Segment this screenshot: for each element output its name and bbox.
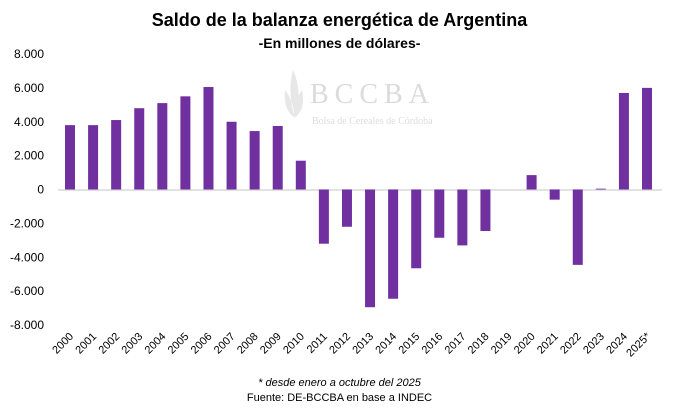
bar-2009 [272, 125, 283, 190]
x-tick-label: 2011 [305, 331, 330, 356]
x-tick-label: 2007 [212, 331, 238, 357]
bar-2001 [88, 125, 99, 190]
bar-2016 [434, 189, 445, 238]
x-tick-label: 2013 [350, 331, 376, 357]
x-tick-label: 2017 [443, 331, 469, 357]
x-tick-label: 2006 [189, 331, 215, 357]
x-tick-label: 2001 [73, 331, 99, 357]
bar-2007 [226, 121, 237, 190]
y-tick-label: -4.000 [10, 250, 44, 264]
x-tick-label: 2004 [143, 331, 169, 357]
x-tick-label: 2009 [258, 331, 284, 357]
chart-subtitle: -En millones de dólares- [258, 35, 421, 51]
bar-2002 [111, 120, 122, 190]
bar-2015 [411, 189, 422, 269]
x-tick-label: 2020 [512, 331, 538, 357]
y-tick-label: 6.000 [14, 81, 44, 95]
bar-2003 [134, 108, 145, 190]
bar-2006 [203, 87, 214, 190]
bar-2024 [618, 92, 629, 190]
x-tick-label: 2025* [624, 330, 653, 359]
x-tick-label: 2002 [96, 331, 122, 357]
x-tick-label: 2019 [489, 331, 515, 357]
x-tick-label: 2018 [466, 331, 492, 357]
chart-note: * desde enero a octubre del 2025 [258, 377, 421, 389]
y-tick-label: -2.000 [10, 216, 44, 230]
bar-2012 [341, 189, 352, 227]
x-tick-label: 2023 [581, 331, 607, 357]
bar-2004 [157, 103, 168, 190]
bar-2010 [295, 160, 306, 190]
chart-title: Saldo de la balanza energética de Argent… [151, 10, 528, 30]
x-tick-label: 2010 [281, 331, 307, 357]
x-tick-label: 2008 [235, 331, 261, 357]
bar-2011 [318, 189, 329, 244]
x-tick-label: 2012 [327, 331, 353, 357]
x-tick-label: 2015 [397, 331, 423, 357]
watermark-logo: BCCBA Bolsa de Cereales de Córdoba [284, 70, 435, 127]
y-tick-label: 2.000 [14, 149, 44, 163]
bar-2025* [642, 87, 652, 190]
y-tick-label: 8.000 [14, 47, 44, 61]
x-tick-label: 2014 [373, 331, 399, 357]
x-tick-label: 2005 [166, 331, 192, 357]
bar-2017 [457, 189, 468, 246]
bar-2000 [65, 125, 75, 190]
y-tick-label: -6.000 [10, 284, 44, 298]
bar-2023 [595, 188, 606, 190]
x-tick-label: 2016 [420, 331, 446, 357]
bar-2005 [180, 96, 191, 190]
bar-2013 [365, 189, 376, 308]
x-tick-label: 2022 [558, 331, 584, 357]
x-tick-label: 2003 [120, 331, 146, 357]
x-tick-label: 2000 [50, 331, 76, 357]
y-tick-label: 0 [37, 183, 44, 197]
bar-2014 [388, 189, 399, 299]
y-tick-label: 4.000 [14, 115, 44, 129]
bar-2021 [549, 189, 560, 200]
chart-source: Fuente: DE-BCCBA en base a INDEC [246, 392, 433, 404]
x-tick-label: 2021 [535, 331, 561, 357]
y-tick-label: -8.000 [10, 318, 44, 332]
svg-text:Bolsa de Cereales de Córdoba: Bolsa de Cereales de Córdoba [312, 116, 433, 127]
bar-2022 [572, 189, 583, 265]
svg-text:BCCBA: BCCBA [310, 79, 435, 110]
bar-2008 [249, 131, 260, 190]
bar-2020 [526, 175, 537, 190]
bar-2018 [480, 189, 491, 231]
